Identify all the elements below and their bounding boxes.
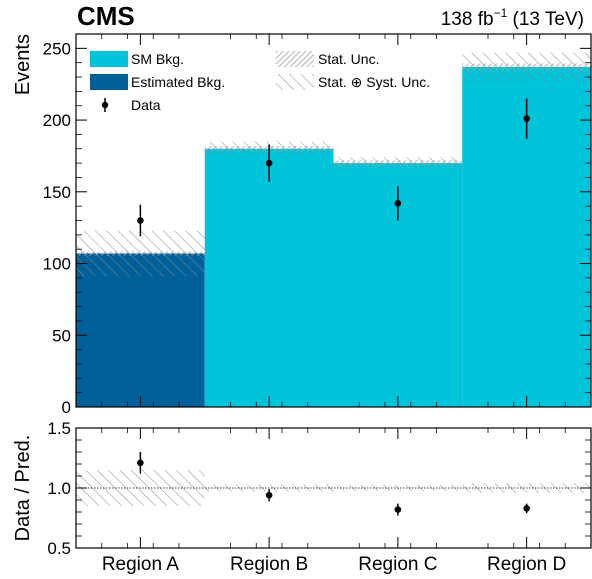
legend-label-estimated-bkg: Estimated Bkg. <box>131 74 225 90</box>
legend-label-stat-unc: Stat. Unc. <box>318 51 379 67</box>
lumi-suffix: (13 TeV) <box>507 9 584 30</box>
ratio-point <box>394 506 402 513</box>
ratio-data-points <box>137 452 530 516</box>
data-point <box>523 115 530 122</box>
y-tick-label: 250 <box>43 39 71 58</box>
ratio-y-tick-label: 0.5 <box>47 539 71 558</box>
experiment-label: CMS <box>77 1 135 31</box>
main-data-points <box>137 98 530 237</box>
bar-sm-bkg <box>204 148 334 407</box>
data-point <box>137 217 144 224</box>
legend-label-stat-syst-unc: Stat. ⊕ Syst. Unc. <box>318 74 430 90</box>
legend-data-marker <box>101 101 109 109</box>
main-y-axis-label: Events <box>12 34 34 95</box>
ratio-point <box>137 459 144 467</box>
ratio-y-axis-label: Data / Pred. <box>12 435 34 542</box>
data-point <box>265 159 273 167</box>
legend: SM Bkg. Estimated Bkg. Data Stat. Unc. S… <box>90 51 430 113</box>
ratio-y-tick-label: 1.0 <box>47 479 71 498</box>
bar-estimated-bkg <box>76 253 205 407</box>
data-point <box>394 199 402 207</box>
lumi-exponent: −1 <box>494 6 508 20</box>
ratio-axis-ticks: 0.5 1.0 1.5 <box>47 419 591 558</box>
y-tick-label: 0 <box>62 398 71 417</box>
y-tick-label: 50 <box>52 326 71 345</box>
legend-swatch-stat-unc <box>276 51 314 67</box>
legend-swatch-estimated-bkg <box>90 74 128 90</box>
ratio-point <box>265 491 273 499</box>
x-category-label: Region C <box>358 554 437 575</box>
x-category-label: Region D <box>487 554 566 575</box>
main-axis-ticks: 0 50 100 150 200 250 <box>43 33 591 417</box>
band-stat-unc <box>333 160 463 166</box>
legend-swatch-stat-syst-unc <box>276 74 314 90</box>
luminosity-label: 138 fb−1 (13 TeV) <box>441 6 584 30</box>
ratio-panel: 0.5 1.0 1.5 Data / Pred. <box>12 419 592 558</box>
main-panel: 0 50 100 150 200 250 Events <box>12 33 592 417</box>
x-category-label: Region B <box>230 554 308 575</box>
x-category-label: Region A <box>102 554 179 575</box>
y-tick-label: 100 <box>43 255 71 274</box>
band-stat-unc <box>76 251 205 256</box>
band-stat-unc <box>462 63 591 71</box>
lumi-prefix: 138 fb <box>441 9 494 30</box>
y-tick-label: 150 <box>43 183 71 202</box>
x-axis-category-labels: Region A Region B Region C Region D <box>102 554 566 575</box>
main-uncertainty-bands <box>76 52 591 277</box>
ratio-uncertainty-bands <box>76 470 591 506</box>
y-tick-label: 200 <box>43 111 71 130</box>
ratio-y-tick-label: 1.5 <box>47 419 71 438</box>
legend-swatch-sm-bkg <box>90 51 128 67</box>
legend-label-data: Data <box>131 97 161 113</box>
legend-label-sm-bkg: SM Bkg. <box>131 51 184 67</box>
ratio-point <box>523 505 530 512</box>
